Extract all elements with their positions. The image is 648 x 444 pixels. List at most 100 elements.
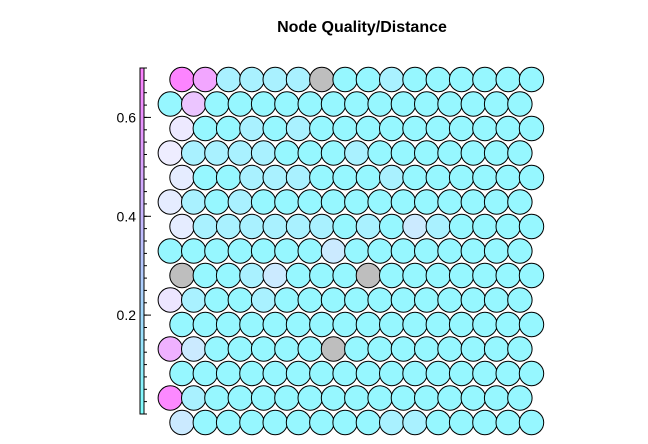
node-cell <box>239 311 265 338</box>
node-cell <box>157 140 184 166</box>
node-cell <box>320 238 347 264</box>
node-cell <box>239 262 265 289</box>
node-cell <box>215 213 242 240</box>
node-cell <box>169 213 195 240</box>
colorbar-segment <box>140 260 144 267</box>
node-cell <box>472 360 498 387</box>
colorbar-segment <box>140 245 144 252</box>
node-cell <box>309 409 335 436</box>
node-cell <box>181 287 207 313</box>
node-cell <box>250 140 277 166</box>
node-cell <box>192 164 219 191</box>
node-cell <box>285 409 312 436</box>
node-cell <box>285 360 312 387</box>
node-cell-empty <box>355 262 382 289</box>
node-cell <box>157 189 184 215</box>
node-cell <box>320 385 347 411</box>
colorbar-segment <box>140 295 144 301</box>
node-cell <box>297 189 323 215</box>
node-cell <box>460 238 486 264</box>
node-cell <box>379 213 405 240</box>
colorbar-segment <box>140 127 144 133</box>
node-cell <box>344 336 370 362</box>
node-cell <box>448 409 475 436</box>
node-cell <box>204 287 230 313</box>
node-cell <box>402 213 428 240</box>
colorbar-segment <box>140 344 144 351</box>
node-cell <box>507 287 533 313</box>
node-cell <box>344 189 370 215</box>
node-cell <box>518 262 545 289</box>
node-cell <box>157 385 184 411</box>
colorbar-segment <box>140 231 144 237</box>
colorbar-segment <box>140 394 144 400</box>
node-cell <box>344 140 370 166</box>
node-cell <box>297 385 323 411</box>
node-cell <box>379 115 405 142</box>
colorbar-segment <box>140 117 144 123</box>
node-cell <box>425 115 451 142</box>
node-cell <box>274 385 300 411</box>
colorbar-segment <box>140 329 144 336</box>
node-cell <box>239 360 265 387</box>
node-cell <box>181 189 207 215</box>
node-cell <box>309 311 335 338</box>
node-cell <box>355 311 382 338</box>
node-cell <box>250 238 277 264</box>
node-cell <box>227 385 254 411</box>
node-cell <box>367 238 393 264</box>
node-cell <box>425 409 451 436</box>
colorbar-segment <box>140 166 144 173</box>
colorbar-segment <box>140 320 144 326</box>
colorbar-segment <box>140 221 144 227</box>
node-cell <box>227 140 254 166</box>
node-cell <box>472 66 498 93</box>
node-cell <box>332 66 358 93</box>
node-cell <box>367 189 393 215</box>
node-cell <box>495 66 521 93</box>
node-cell <box>402 115 428 142</box>
node-cell <box>414 91 440 117</box>
node-cell <box>367 385 393 411</box>
colorbar: 0.2 0.4 0.6 <box>117 67 151 415</box>
node-cell <box>320 287 347 313</box>
node-cell <box>402 311 428 338</box>
node-cell <box>355 213 382 240</box>
colorbar-segment <box>140 280 144 286</box>
colorbar-segment <box>140 359 144 365</box>
node-cell <box>157 336 184 362</box>
colorbar-segment <box>140 241 144 247</box>
node-cell <box>332 311 358 338</box>
node-cell <box>472 115 498 142</box>
colorbar-segment <box>140 161 144 168</box>
node-cell <box>262 164 288 191</box>
node-cell <box>402 409 428 436</box>
node-cell <box>518 311 545 338</box>
node-cell <box>507 385 533 411</box>
node-cell <box>181 336 207 362</box>
node-cell <box>215 311 242 338</box>
node-cell <box>437 238 463 264</box>
colorbar-segment <box>140 196 144 202</box>
node-cell <box>390 140 417 166</box>
node-cell <box>390 91 417 117</box>
node-cell <box>518 409 545 436</box>
node-cell <box>169 164 195 191</box>
node-cell <box>344 91 370 117</box>
colorbar-segment <box>140 226 144 232</box>
node-cell <box>297 91 323 117</box>
node-cell <box>215 164 242 191</box>
colorbar-segment <box>140 384 144 390</box>
colorbar-segment <box>140 315 144 321</box>
colorbar-segment <box>140 409 144 415</box>
node-cell <box>239 66 265 93</box>
colorbar-segment <box>140 92 144 99</box>
node-cell <box>215 262 242 289</box>
node-cell <box>379 360 405 387</box>
node-cell <box>472 262 498 289</box>
colorbar-segment <box>140 87 144 94</box>
node-cell <box>297 287 323 313</box>
node-cell <box>414 189 440 215</box>
node-cell <box>483 91 510 117</box>
